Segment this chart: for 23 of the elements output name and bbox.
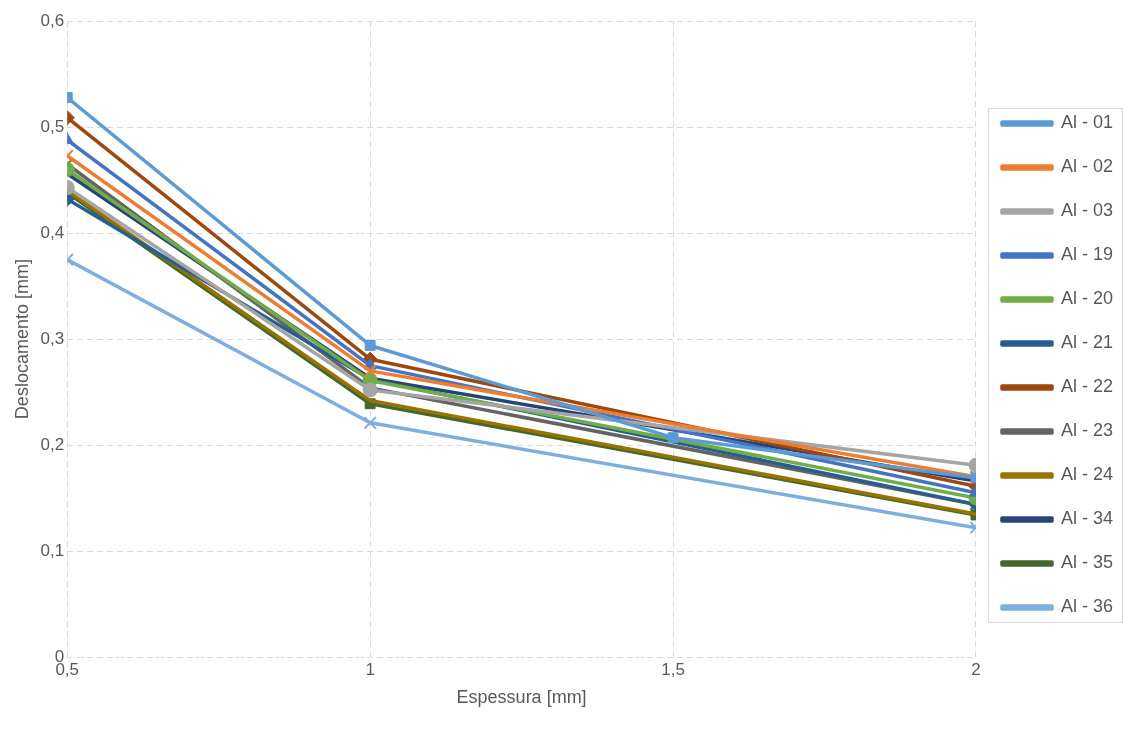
- y-axis-title: Deslocamento [mm]: [11, 259, 32, 420]
- legend-label: Al - 19: [1060, 244, 1114, 265]
- legend-label: Al - 23: [1060, 420, 1114, 441]
- legend-label: Al - 02: [1060, 156, 1114, 177]
- legend-label: Al - 34: [1060, 508, 1114, 529]
- y-tick-label: 0,3: [40, 328, 65, 348]
- legend-label: Al - 03: [1060, 200, 1114, 221]
- x-tick-label: 2: [971, 659, 981, 679]
- y-tick-label: 0,4: [40, 222, 65, 242]
- x-tick-label: 1: [365, 659, 375, 679]
- y-tick-label: 0,6: [40, 10, 65, 30]
- legend-label: Al - 20: [1060, 288, 1114, 309]
- legend-label: Al - 22: [1060, 376, 1114, 397]
- y-tick-label: 0,2: [40, 434, 65, 454]
- legend-label: Al - 35: [1060, 552, 1114, 573]
- x-tick-label: 1,5: [661, 659, 685, 679]
- y-tick-label: 0,1: [40, 540, 65, 560]
- legend-label: Al - 01: [1060, 112, 1114, 133]
- legend-label: Al - 24: [1060, 464, 1114, 485]
- legend-label: Al - 36: [1060, 596, 1114, 617]
- legend-label: Al - 21: [1060, 332, 1114, 353]
- x-axis-title: Espessura [mm]: [456, 687, 587, 708]
- y-tick-label: 0,5: [40, 116, 65, 136]
